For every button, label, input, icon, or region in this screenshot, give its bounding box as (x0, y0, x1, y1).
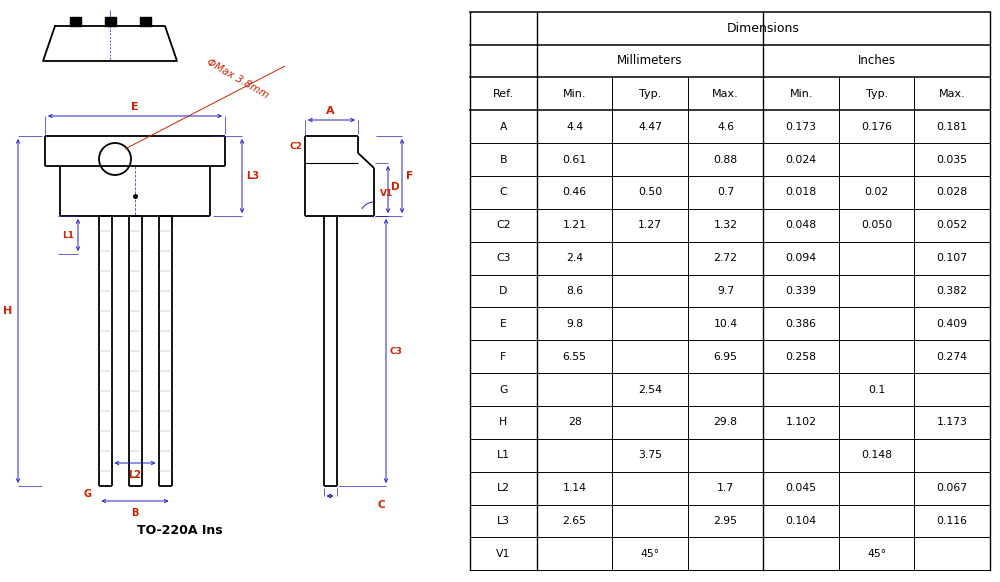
Text: 45°: 45° (867, 549, 886, 559)
Text: 1.7: 1.7 (717, 483, 734, 493)
Text: 0.274: 0.274 (937, 352, 968, 362)
Text: 0.024: 0.024 (786, 155, 817, 165)
Bar (140, 17, 150, 26)
Text: C2: C2 (289, 142, 302, 151)
Text: 0.88: 0.88 (714, 155, 738, 165)
Text: 0.181: 0.181 (937, 122, 968, 132)
Text: 0.382: 0.382 (937, 286, 968, 296)
Text: 0.46: 0.46 (563, 187, 587, 197)
Text: 0.7: 0.7 (717, 187, 734, 197)
Text: 0.02: 0.02 (865, 187, 889, 197)
Text: 1.32: 1.32 (714, 220, 738, 230)
Text: 0.018: 0.018 (786, 187, 817, 197)
Text: 0.067: 0.067 (937, 483, 968, 493)
Text: 0.116: 0.116 (937, 516, 968, 526)
Text: C3: C3 (389, 346, 402, 356)
Text: 1.21: 1.21 (563, 220, 587, 230)
Text: 6.95: 6.95 (714, 352, 738, 362)
Text: 1.173: 1.173 (937, 417, 968, 427)
Text: 2.54: 2.54 (638, 385, 662, 395)
Text: C: C (378, 500, 386, 510)
Text: 9.8: 9.8 (566, 319, 583, 329)
Text: 0.50: 0.50 (638, 187, 662, 197)
Text: C: C (500, 187, 507, 197)
Text: 0.258: 0.258 (786, 352, 817, 362)
Text: L1: L1 (62, 230, 74, 240)
Text: 3.75: 3.75 (638, 450, 662, 460)
Text: 0.035: 0.035 (937, 155, 968, 165)
Text: 0.045: 0.045 (786, 483, 817, 493)
Bar (104, 17, 116, 26)
Text: 0.61: 0.61 (563, 155, 587, 165)
Text: B: B (500, 155, 507, 165)
Text: E: E (500, 319, 507, 329)
Text: H: H (3, 306, 12, 316)
Text: 0.339: 0.339 (786, 286, 817, 296)
Text: B: B (131, 508, 139, 518)
Text: F: F (500, 352, 507, 362)
Text: TO-220A Ins: TO-220A Ins (137, 524, 223, 538)
Bar (70, 17, 80, 26)
Text: 0.028: 0.028 (937, 187, 968, 197)
Text: E: E (131, 102, 139, 112)
Text: A: A (326, 106, 334, 116)
Text: 1.27: 1.27 (638, 220, 662, 230)
Text: 0.094: 0.094 (786, 253, 817, 263)
Text: 2.72: 2.72 (714, 253, 738, 263)
Text: 45°: 45° (641, 549, 660, 559)
Text: F: F (406, 171, 413, 181)
Text: ΦMax 3.8mm: ΦMax 3.8mm (205, 58, 270, 101)
Text: L2: L2 (128, 470, 142, 480)
Text: 1.102: 1.102 (786, 417, 817, 427)
Text: L3: L3 (497, 516, 510, 526)
Text: 0.386: 0.386 (786, 319, 817, 329)
Text: 10.4: 10.4 (714, 319, 738, 329)
Text: Ref.: Ref. (493, 89, 514, 99)
Text: 0.107: 0.107 (937, 253, 968, 263)
Text: 4.6: 4.6 (717, 122, 734, 132)
Text: L2: L2 (497, 483, 510, 493)
Text: G: G (499, 385, 508, 395)
Text: 9.7: 9.7 (717, 286, 734, 296)
Text: 1.14: 1.14 (563, 483, 587, 493)
Text: Typ.: Typ. (866, 89, 888, 99)
Text: 2.65: 2.65 (563, 516, 587, 526)
Text: C2: C2 (496, 220, 511, 230)
Text: Millimeters: Millimeters (617, 55, 683, 68)
Text: H: H (499, 417, 508, 427)
Text: G: G (84, 489, 92, 499)
Text: L1: L1 (497, 450, 510, 460)
Text: 4.47: 4.47 (638, 122, 662, 132)
Text: Max.: Max. (939, 89, 966, 99)
Text: Typ.: Typ. (639, 89, 661, 99)
Text: 0.050: 0.050 (861, 220, 892, 230)
Text: 0.1: 0.1 (868, 385, 885, 395)
Text: D: D (499, 286, 508, 296)
Text: V1: V1 (496, 549, 511, 559)
Text: Min.: Min. (563, 89, 586, 99)
Text: 2.4: 2.4 (566, 253, 583, 263)
Text: C3: C3 (496, 253, 511, 263)
Text: 0.173: 0.173 (786, 122, 817, 132)
Text: D: D (391, 182, 400, 191)
Text: Inches: Inches (858, 55, 896, 68)
Text: 0.176: 0.176 (861, 122, 892, 132)
Text: Dimensions: Dimensions (727, 22, 800, 34)
Text: Min.: Min. (789, 89, 813, 99)
Text: 0.104: 0.104 (786, 516, 817, 526)
Text: L3: L3 (246, 171, 259, 181)
Text: 8.6: 8.6 (566, 286, 583, 296)
Text: 0.052: 0.052 (937, 220, 968, 230)
Text: 0.409: 0.409 (937, 319, 968, 329)
Text: 4.4: 4.4 (566, 122, 583, 132)
Text: 6.55: 6.55 (563, 352, 587, 362)
Text: 28: 28 (568, 417, 581, 427)
Text: 0.148: 0.148 (861, 450, 892, 460)
Text: Max.: Max. (712, 89, 739, 99)
Text: 2.95: 2.95 (714, 516, 738, 526)
Text: 29.8: 29.8 (714, 417, 738, 427)
Text: V1: V1 (380, 189, 393, 198)
Text: A: A (500, 122, 507, 132)
Text: 0.048: 0.048 (786, 220, 817, 230)
